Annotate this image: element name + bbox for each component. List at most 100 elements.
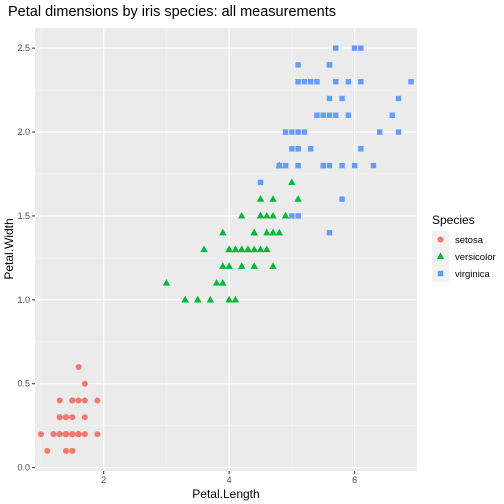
- data-point-virginica: [339, 196, 345, 202]
- data-point-versicolor: [294, 195, 302, 202]
- data-point-setosa: [75, 397, 82, 404]
- y-axis: 0.0 0.5 1.0 1.5 2.0 2.5: [17, 43, 35, 473]
- data-point-virginica: [376, 129, 383, 135]
- plot-panel: [35, 28, 417, 471]
- data-point-versicolor: [219, 262, 227, 269]
- data-point-setosa: [37, 431, 44, 438]
- x-tick-label: 2: [101, 475, 106, 485]
- data-point-virginica: [351, 45, 358, 51]
- data-point-virginica: [389, 112, 395, 118]
- data-point-versicolor: [256, 195, 265, 202]
- data-point-virginica: [295, 162, 301, 169]
- data-point-virginica: [289, 146, 295, 152]
- y-tick-label: 1.5: [17, 211, 30, 221]
- data-point-setosa: [81, 380, 88, 387]
- data-point-setosa: [63, 447, 70, 454]
- data-point-setosa: [56, 414, 63, 421]
- data-point-virginica: [295, 213, 301, 219]
- data-point-virginica: [276, 162, 283, 169]
- data-point-setosa: [81, 431, 88, 438]
- legend: Species setosa versicolor virginica: [432, 213, 496, 282]
- data-point-versicolor: [269, 262, 277, 269]
- data-point-setosa: [75, 431, 82, 438]
- data-point-versicolor: [263, 228, 271, 236]
- data-point-versicolor: [256, 211, 265, 219]
- data-point-virginica: [289, 129, 295, 135]
- data-point-virginica: [282, 129, 289, 135]
- data-point-virginica: [295, 62, 301, 68]
- data-point-versicolor: [263, 211, 271, 219]
- data-point-virginica: [289, 213, 295, 219]
- data-point-versicolor: [231, 245, 240, 253]
- data-point-virginica: [301, 78, 308, 85]
- data-point-virginica: [295, 78, 301, 85]
- chart-title: Petal dimensions by iris species: all me…: [8, 4, 336, 20]
- data-point-versicolor: [250, 245, 258, 253]
- data-point-setosa: [69, 397, 76, 404]
- data-point-virginica: [345, 112, 352, 118]
- legend-title: Species: [432, 213, 475, 227]
- data-point-virginica: [358, 78, 364, 85]
- data-point-setosa: [69, 431, 76, 438]
- y-tick-label: 2.0: [17, 127, 30, 137]
- data-point-virginica: [326, 162, 333, 169]
- data-point-virginica: [333, 78, 339, 85]
- data-point-virginica: [295, 129, 301, 135]
- data-point-versicolor: [225, 262, 233, 269]
- data-point-versicolor: [225, 245, 233, 253]
- data-point-virginica: [314, 78, 320, 85]
- data-point-versicolor: [237, 245, 246, 253]
- data-point-setosa: [81, 414, 88, 421]
- data-point-virginica: [257, 179, 264, 186]
- data-point-setosa: [69, 414, 76, 421]
- data-point-virginica: [358, 146, 364, 152]
- y-tick-label: 1.0: [17, 295, 30, 305]
- data-point-virginica: [282, 162, 289, 169]
- legend-items: setosa versicolor virginica: [432, 231, 496, 282]
- data-point-virginica: [301, 129, 308, 135]
- data-point-versicolor: [269, 211, 277, 219]
- series-setosa: [37, 363, 101, 454]
- data-point-versicolor: [263, 245, 271, 253]
- data-points: [37, 45, 414, 454]
- data-point-versicolor: [206, 295, 215, 303]
- data-point-setosa: [63, 414, 70, 421]
- data-point-versicolor: [256, 245, 265, 253]
- data-point-virginica: [408, 78, 414, 85]
- data-point-virginica: [395, 129, 402, 135]
- data-point-setosa: [75, 363, 82, 370]
- y-tick-label: 0.0: [17, 463, 30, 473]
- series-virginica: [257, 45, 414, 236]
- x-tick-label: 4: [227, 475, 232, 485]
- data-point-versicolor: [288, 178, 296, 185]
- data-point-setosa: [81, 397, 88, 404]
- data-point-versicolor: [225, 295, 233, 303]
- data-point-virginica: [370, 162, 377, 169]
- x-axis-title: Petal.Length: [192, 487, 259, 501]
- data-point-virginica: [339, 162, 345, 169]
- data-point-versicolor: [237, 211, 246, 219]
- data-point-setosa: [44, 447, 51, 454]
- grid-major: [35, 28, 417, 471]
- x-axis: 2 4 6: [101, 471, 357, 485]
- grid-minor: [35, 28, 417, 471]
- legend-marker-virginica: [437, 270, 444, 277]
- data-point-virginica: [395, 95, 402, 102]
- data-point-versicolor: [269, 195, 277, 202]
- data-point-setosa: [50, 431, 57, 438]
- series-versicolor: [162, 161, 302, 303]
- legend-label-versicolor: versicolor: [455, 252, 496, 263]
- data-point-versicolor: [181, 295, 189, 303]
- data-point-virginica: [314, 112, 320, 118]
- data-point-virginica: [358, 45, 364, 51]
- data-point-versicolor: [231, 295, 240, 303]
- data-point-setosa: [94, 397, 101, 404]
- data-point-versicolor: [275, 228, 284, 236]
- data-point-virginica: [307, 146, 314, 152]
- data-point-virginica: [345, 78, 352, 85]
- data-point-versicolor: [200, 245, 208, 253]
- data-point-virginica: [333, 112, 339, 118]
- data-point-setosa: [56, 397, 63, 404]
- data-point-versicolor: [162, 279, 171, 286]
